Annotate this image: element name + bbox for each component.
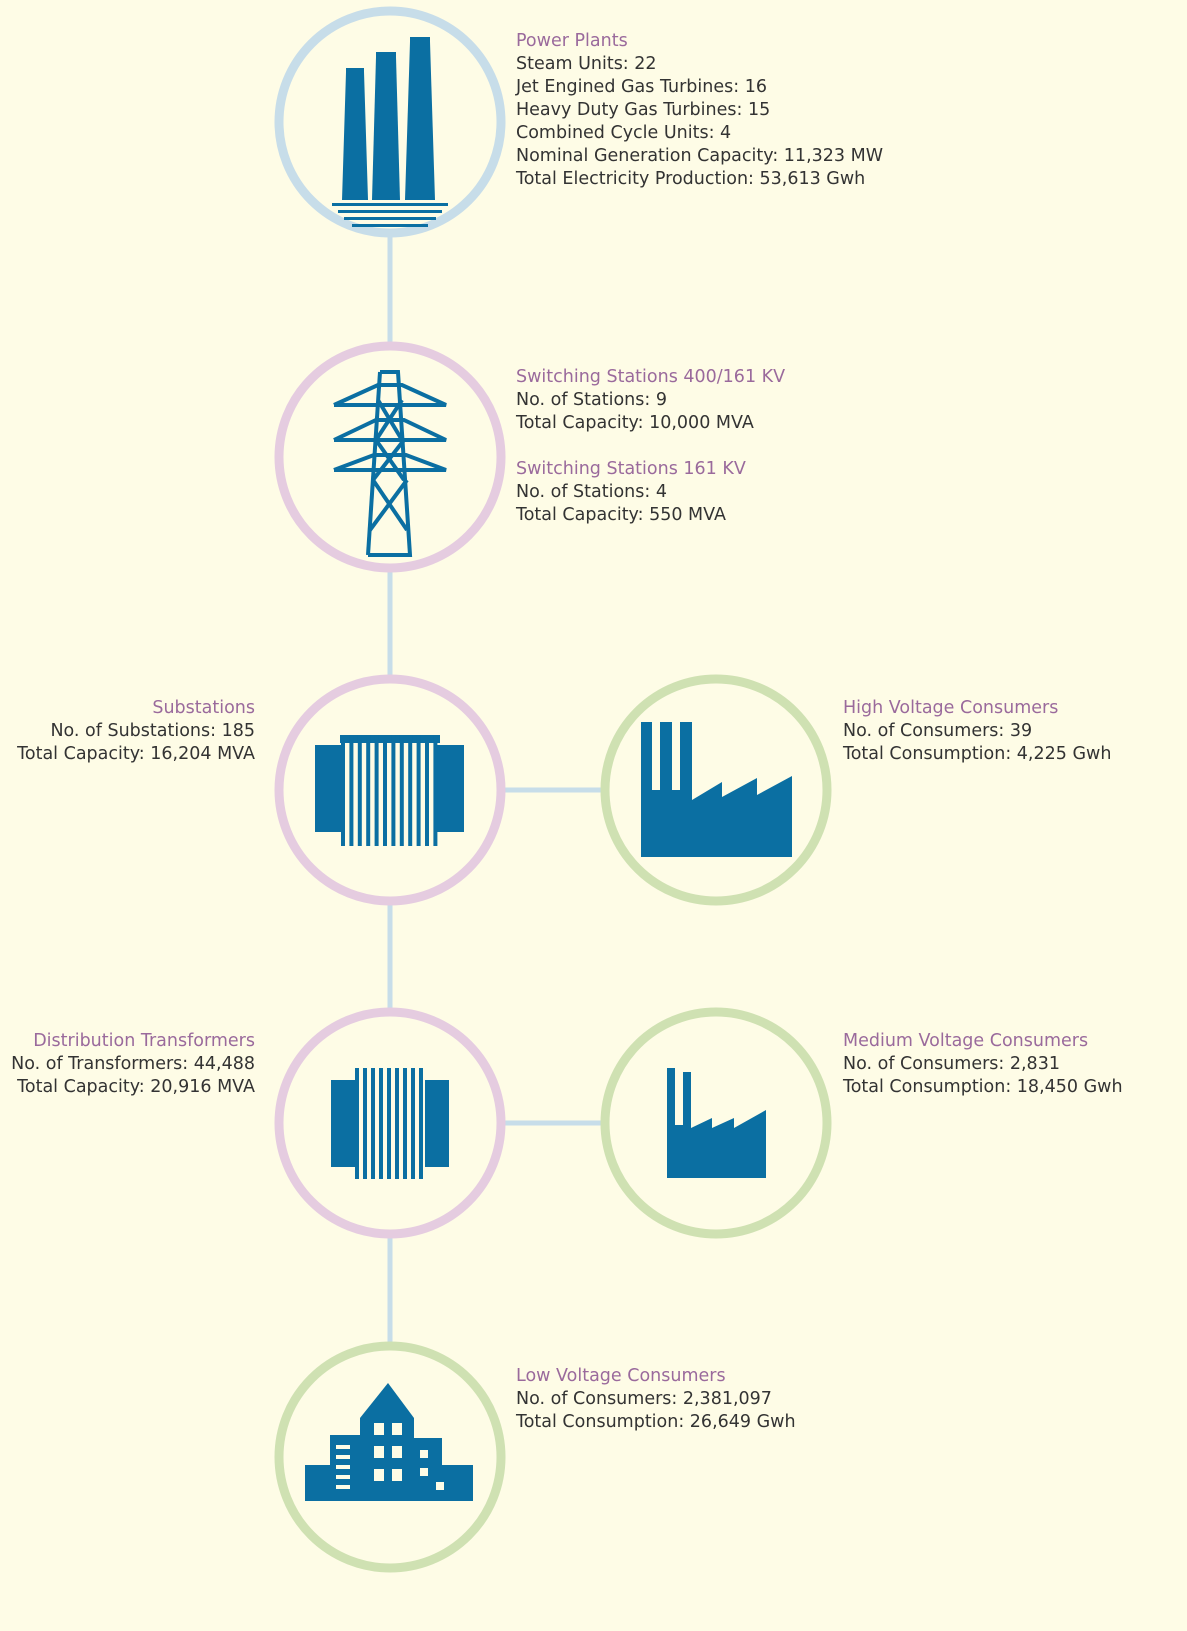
coil-bar — [379, 1068, 383, 1179]
section-line: No. of Consumers: 2,831 — [843, 1054, 1060, 1074]
section-title: High Voltage Consumers — [843, 698, 1058, 718]
section-line: Total Consumption: 26,649 Gwh — [515, 1412, 796, 1432]
coil-bar — [395, 1068, 399, 1179]
section-line: No. of Consumers: 2,381,097 — [516, 1389, 772, 1409]
coil-bar — [383, 735, 387, 846]
coil-bar — [403, 1068, 407, 1179]
section-title: Switching Stations 161 KV — [516, 459, 746, 479]
section-line: Total Capacity: 20,916 MVA — [16, 1077, 255, 1097]
icon-transformer — [331, 1068, 449, 1179]
section-line: Steam Units: 22 — [516, 54, 657, 74]
section-line: Combined Cycle Units: 4 — [516, 123, 731, 143]
icon-substation — [315, 735, 464, 846]
coil-bar — [366, 735, 371, 846]
coil-bar — [355, 1068, 359, 1179]
icon-tower — [333, 370, 447, 557]
coil-bar — [419, 1068, 423, 1179]
coil-bar — [371, 1068, 375, 1179]
coil-bar — [416, 735, 421, 846]
icon-power-plant — [332, 37, 448, 227]
coil-bar — [349, 735, 354, 846]
section-title: Power Plants — [516, 31, 628, 51]
section-line: Heavy Duty Gas Turbines: 15 — [516, 100, 770, 120]
section-title: Low Voltage Consumers — [516, 1366, 726, 1386]
icon-factory-small — [667, 1068, 766, 1178]
coil-bar — [374, 735, 379, 846]
section-title: Switching Stations 400/161 KV — [516, 367, 785, 387]
coil-bar — [408, 735, 413, 846]
coil-bar — [357, 735, 362, 846]
section-title: Substations — [152, 698, 255, 718]
coil-bar — [387, 1068, 391, 1179]
section-line: Nominal Generation Capacity: 11,323 MW — [516, 146, 883, 166]
node-circle — [274, 674, 506, 906]
section-line: Total Consumption: 18,450 Gwh — [842, 1077, 1123, 1097]
node-circle — [600, 1007, 832, 1239]
section-line: No. of Stations: 4 — [516, 482, 667, 502]
section-line: Total Consumption: 4,225 Gwh — [842, 744, 1111, 764]
coil-bar — [391, 735, 396, 846]
coil-bar — [425, 735, 429, 846]
section-line: Total Capacity: 16,204 MVA — [16, 744, 255, 764]
section-line: Total Capacity: 10,000 MVA — [515, 413, 754, 433]
section-line: No. of Stations: 9 — [516, 390, 667, 410]
icon-factory-large — [641, 722, 792, 857]
connectors — [387, 230, 605, 1345]
coil-bar — [411, 1068, 415, 1179]
coil-bar — [433, 735, 438, 846]
section-title: Medium Voltage Consumers — [843, 1031, 1088, 1051]
coil-bar — [399, 735, 404, 846]
section-line: No. of Substations: 185 — [50, 721, 255, 741]
coil-bar — [341, 735, 345, 846]
icon-buildings — [305, 1383, 473, 1501]
section-line: No. of Transformers: 44,488 — [11, 1054, 255, 1074]
section-line: Jet Engined Gas Turbines: 16 — [515, 77, 767, 97]
section-title: Distribution Transformers — [33, 1031, 255, 1051]
coil-bar — [363, 1068, 367, 1179]
section-line: No. of Consumers: 39 — [843, 721, 1032, 741]
section-line: Total Electricity Production: 53,613 Gwh — [515, 169, 865, 189]
section-line: Total Capacity: 550 MVA — [515, 505, 726, 525]
